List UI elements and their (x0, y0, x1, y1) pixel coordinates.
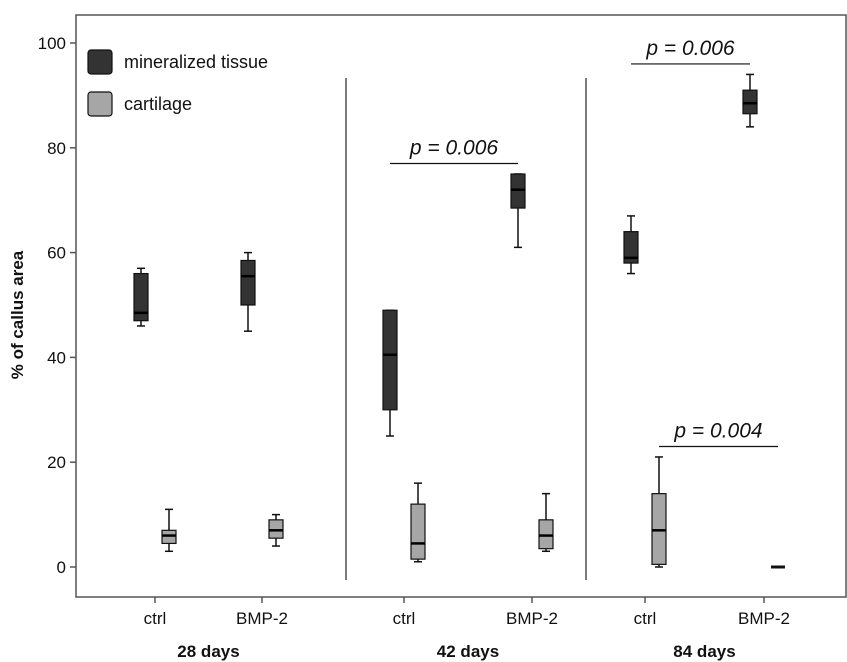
box-mineralized-tissue (623, 215, 639, 275)
box-mineralized-tissue (133, 267, 149, 327)
x-category-label: BMP-2 (236, 609, 288, 628)
box-iqr (382, 309, 398, 411)
legend-item: cartilage (87, 91, 192, 117)
p-value-label: p = 0.006 (645, 37, 734, 60)
x-category-label: ctrl (393, 609, 416, 628)
box-cartilage (410, 482, 426, 563)
box-mineralized-tissue (510, 173, 526, 249)
box-iqr (623, 231, 639, 264)
x-category-label: BMP-2 (506, 609, 558, 628)
plot-area-border (75, 14, 847, 598)
box-cartilage (161, 508, 177, 553)
box-iqr (240, 259, 256, 306)
y-tick-label: 40 (47, 348, 66, 367)
y-tick-label: 20 (47, 453, 66, 472)
box-iqr (161, 529, 177, 545)
box-mineralized-tissue (742, 73, 758, 128)
p-value-label: p = 0.006 (409, 137, 498, 160)
legend-item: mineralized tissue (87, 49, 268, 75)
box-iqr (410, 503, 426, 560)
legend-label: mineralized tissue (124, 52, 268, 72)
x-category-label: ctrl (144, 609, 167, 628)
p-value-label: p = 0.004 (673, 419, 762, 442)
y-tick-label: 0 (57, 558, 66, 577)
box-iqr (510, 173, 526, 209)
box-iqr (133, 272, 149, 322)
box-iqr (742, 89, 758, 115)
box-mineralized-tissue (240, 251, 256, 332)
group-label: 84 days (673, 642, 735, 661)
legend-swatch (87, 49, 113, 75)
x-category-label: ctrl (634, 609, 657, 628)
group-label: 28 days (177, 642, 239, 661)
legend-label: cartilage (124, 94, 192, 114)
box-cartilage (538, 492, 554, 553)
box-iqr (268, 519, 284, 539)
box-iqr (538, 519, 554, 550)
y-tick-label: 100 (38, 34, 66, 53)
y-tick-label: 60 (47, 244, 66, 263)
group-label: 42 days (437, 642, 499, 661)
y-axis-label: % of callus area (8, 250, 27, 379)
box-mineralized-tissue (382, 309, 398, 437)
legend-swatch (87, 91, 113, 117)
y-tick-label: 80 (47, 139, 66, 158)
x-category-label: BMP-2 (738, 609, 790, 628)
box-iqr (651, 493, 667, 565)
box-cartilage (651, 456, 667, 568)
box-cartilage (268, 513, 284, 547)
